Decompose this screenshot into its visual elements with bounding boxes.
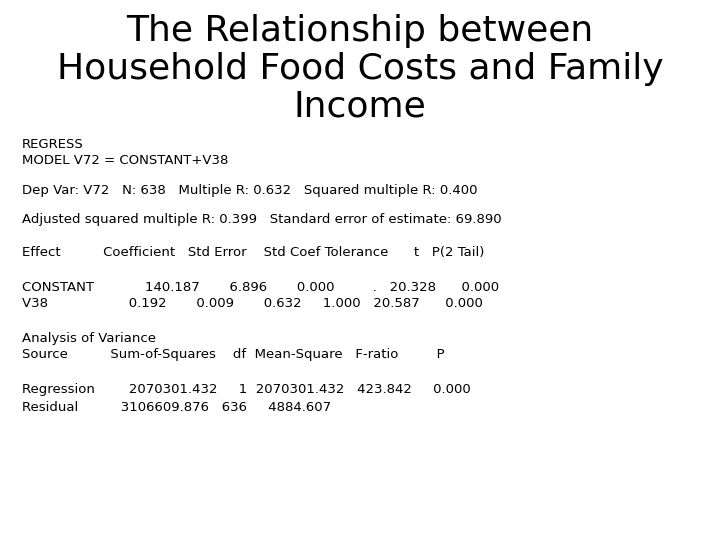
Text: Adjusted squared multiple R: 0.399   Standard error of estimate: 69.890: Adjusted squared multiple R: 0.399 Stand… <box>22 213 501 226</box>
Text: Regression        2070301.432     1  2070301.432   423.842     0.000: Regression 2070301.432 1 2070301.432 423… <box>22 383 470 396</box>
Text: Effect          Coefficient   Std Error    Std Coef Tolerance      t   P(2 Tail): Effect Coefficient Std Error Std Coef To… <box>22 246 484 259</box>
Text: CONSTANT            140.187       6.896       0.000         .   20.328      0.00: CONSTANT 140.187 6.896 0.000 . 20.328 0.… <box>22 281 499 294</box>
Text: Dep Var: V72   N: 638   Multiple R: 0.632   Squared multiple R: 0.400: Dep Var: V72 N: 638 Multiple R: 0.632 Sq… <box>22 184 477 197</box>
Text: The Relationship between
Household Food Costs and Family
Income: The Relationship between Household Food … <box>57 14 663 124</box>
Text: Residual          3106609.876   636     4884.607: Residual 3106609.876 636 4884.607 <box>22 401 330 414</box>
Text: Analysis of Variance: Analysis of Variance <box>22 332 156 345</box>
Text: REGRESS: REGRESS <box>22 138 84 151</box>
Text: V38                   0.192       0.009       0.632     1.000   20.587      0.00: V38 0.192 0.009 0.632 1.000 20.587 0.00 <box>22 297 482 310</box>
Text: MODEL V72 = CONSTANT+V38: MODEL V72 = CONSTANT+V38 <box>22 154 228 167</box>
Text: Source          Sum-of-Squares    df  Mean-Square   F-ratio         P: Source Sum-of-Squares df Mean-Square F-r… <box>22 348 444 361</box>
